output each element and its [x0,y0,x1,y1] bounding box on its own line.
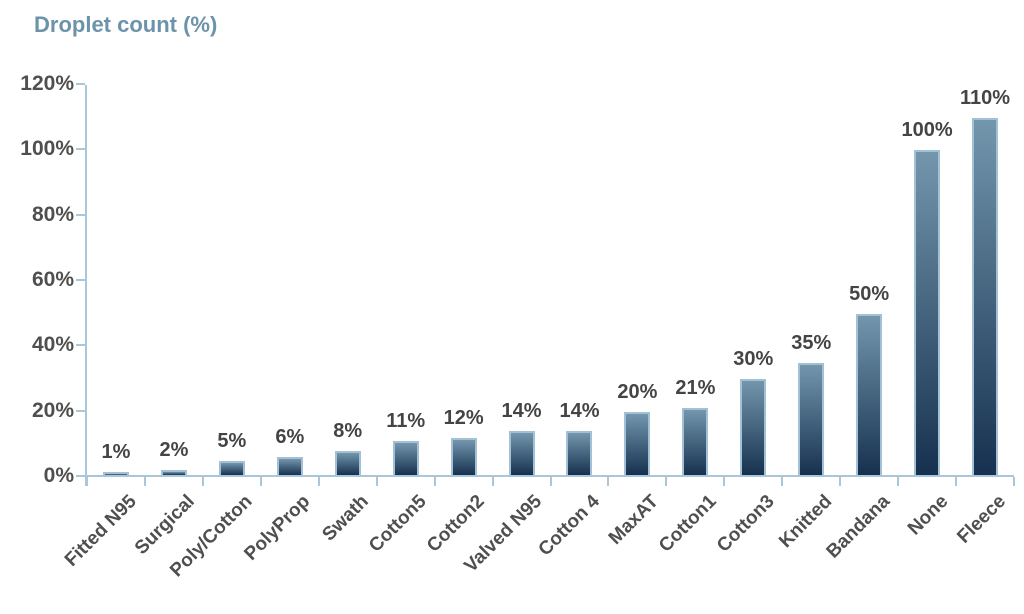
x-tick-mark [839,477,842,486]
x-tick-mark [143,477,146,486]
y-tick-mark [76,279,85,281]
bar-value-label: 1% [101,441,131,463]
bar [740,379,766,477]
x-tick-mark [955,477,958,486]
bar-value-label: 8% [333,420,363,442]
y-tick-mark [76,213,85,216]
bar-value-label: 100% [901,119,953,141]
x-category-label: Cotton1 [654,491,721,557]
x-tick-mark [723,477,726,486]
bar-value-label: 14% [559,400,600,422]
x-category-label: Swath [318,491,373,546]
y-tick-label: 0% [43,464,74,487]
x-tick-mark [86,477,88,486]
x-tick-mark [607,477,610,486]
x-tick-mark [259,477,262,486]
x-tick-mark [491,477,494,486]
bar-value-label: 35% [791,332,832,354]
x-category-label: None [903,491,952,540]
y-tick-mark [76,83,85,85]
bar [798,363,824,477]
y-tick-label: 60% [31,268,74,291]
bar [335,451,361,477]
y-tick-mark [76,475,85,477]
x-tick-mark [375,477,378,486]
bar-value-label: 21% [675,377,716,399]
y-tick-mark [76,344,85,347]
bar-value-label: 5% [217,430,247,452]
y-axis-line [85,85,87,486]
x-tick-mark [201,477,204,486]
x-category-label: Cotton3 [712,491,779,557]
x-axis-line [87,475,1014,477]
y-tick-label: 120% [20,72,74,95]
bar [972,118,998,477]
bar [509,431,535,477]
bar-value-label: 50% [849,283,890,305]
y-tick-mark [76,148,85,151]
x-tick-mark [781,477,784,486]
bar [856,314,882,477]
bar-value-label: 14% [501,400,542,422]
x-tick-mark [549,477,552,486]
chart-title: Droplet count (%) [34,12,218,37]
x-category-label: Cotton5 [364,491,431,557]
bar [682,408,708,477]
x-tick-mark [433,477,436,486]
bar-value-label: 20% [617,381,658,403]
bar [393,441,419,477]
x-tick-mark [897,477,900,486]
bar-value-label: 12% [443,407,484,429]
x-category-label: Cotton 4 [534,491,605,561]
y-tick-label: 20% [31,398,74,422]
y-tick-mark [76,409,85,412]
x-category-label: Fleece [953,491,1010,548]
y-tick-label: 40% [31,333,74,357]
x-tick-mark [317,477,320,486]
bar-value-label: 11% [386,410,426,432]
x-tick-mark [1013,477,1015,486]
bar [451,438,477,477]
y-tick-label: 80% [31,202,74,226]
x-category-label: Fitted N95 [61,491,141,571]
bar-value-label: 6% [275,426,305,448]
y-tick-label: 100% [20,137,74,161]
bar-value-label: 30% [733,348,774,370]
bar-value-label: 2% [159,439,189,461]
bar [914,150,940,477]
bar [566,431,592,477]
bar [277,457,303,477]
x-tick-mark [665,477,668,486]
bar-value-label: 110% [960,87,1011,109]
